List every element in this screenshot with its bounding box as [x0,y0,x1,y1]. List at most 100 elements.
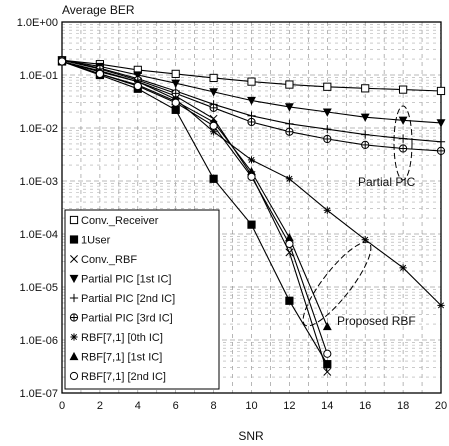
data-point [323,82,332,91]
legend-label: RBF[7,1] [2nd IC] [81,371,166,383]
data-point [323,349,332,358]
data-point [247,96,256,106]
x-tick-label: 16 [359,400,371,412]
x-tick-label: 14 [321,400,333,412]
annotations: Partial PIC Proposed RBF [302,105,416,328]
series-line [61,60,328,373]
legend-box [64,209,220,390]
legend-label: Conv._RBF [81,254,137,266]
x-tick-label: 6 [173,400,179,412]
data-point [171,98,180,107]
partial-pic-ellipse [393,105,413,181]
legend-label: RBF[7,1] [1st IC] [81,352,162,364]
data-point [285,296,294,305]
data-point [69,313,79,322]
data-point [323,125,332,134]
data-point [69,293,79,303]
legend-item: Conv._Receiver [69,215,159,227]
legend-item: RBF[7,1] [2nd IC] [69,371,166,383]
data-point [209,73,218,83]
y-tick-label: 1.0E-03 [19,176,58,188]
data-point [399,85,408,94]
data-point [322,108,332,117]
data-point [323,367,332,376]
data-point [285,175,293,183]
data-point [69,274,79,284]
plot-frame [61,21,442,394]
data-point [437,301,445,309]
data-point [323,360,332,369]
data-point [70,333,78,341]
data-point [171,105,180,114]
legend-item: Conv._RBF [70,254,137,266]
data-point [399,134,408,143]
data-point [436,119,446,128]
data-point [285,80,294,89]
x-tick-label: 20 [435,400,447,412]
data-point [360,113,370,122]
data-point [398,116,408,125]
data-point [70,255,78,263]
legend-label: Conv._Receiver [81,215,159,227]
legend-item: Partial PIC [3rd IC] [69,313,173,325]
y-axis-title: Average BER [62,3,135,17]
data-point [399,264,407,272]
y-tick-label: 1.0E-04 [19,229,58,241]
legend-label: 1User [81,235,111,247]
series-line [61,60,328,365]
legend-item: RBF[7,1] [0th IC] [70,332,163,344]
data-point [209,103,218,112]
x-tick-label: 2 [97,400,103,412]
data-point [284,103,294,112]
data-point [361,130,370,139]
data-point [285,239,294,249]
data-point [285,127,294,136]
x-tick-label: 0 [59,400,65,412]
data-point [209,174,218,183]
y-tick-label: 1.0E+00 [17,17,58,29]
data-point [247,156,256,164]
legend-item: 1User [69,235,111,247]
data-point [323,206,331,214]
data-point [57,57,67,66]
x-tick-label: 18 [397,400,409,412]
legend-label: Partial PIC [1st IC] [81,274,171,286]
legend-item: Partial PIC [2nd IC] [69,293,175,305]
data-point [361,84,370,93]
data-point [285,119,294,128]
data-point [95,69,105,78]
data-point [69,371,79,381]
series-1 [57,56,446,96]
y-tick-labels: 1.0E+00 1.0E-01 1.0E-02 1.0E-03 1.0E-04 1.0E-… [17,17,58,400]
data-point [69,235,79,244]
x-tick-label: 10 [245,400,257,412]
data-point [247,172,256,181]
y-tick-label: 1.0E-01 [19,70,58,82]
data-point [436,86,446,96]
data-point [436,137,446,146]
x-axis-title: SNR [238,429,264,443]
data-point [436,146,446,155]
y-tick-label: 1.0E-06 [19,335,58,347]
series-9 [57,57,332,358]
proposed-rbf-ellipse [302,241,372,327]
data-point [209,121,218,130]
legend: Conv._Receiver 1User Conv._RBF Partial PIC … [64,209,220,390]
legend-item: Partial PIC [1st IC] [69,274,171,286]
y-tick-label: 1.0E-07 [19,388,58,400]
annotation-partial-pic: Partial PIC [358,175,416,189]
data-point [133,81,142,91]
data-point [171,79,181,88]
legend-item: RBF[7,1] [1st IC] [69,351,162,364]
legend-label: RBF[7,1] [0th IC] [81,332,163,344]
data-point [69,215,79,225]
y-tick-label: 1.0E-05 [19,282,58,294]
data-point [209,88,219,97]
data-point [322,321,332,331]
series-line [61,60,328,354]
y-tick-label: 1.0E-02 [19,123,58,135]
data-point [247,77,256,86]
data-point [361,140,370,149]
data-point [69,351,79,361]
